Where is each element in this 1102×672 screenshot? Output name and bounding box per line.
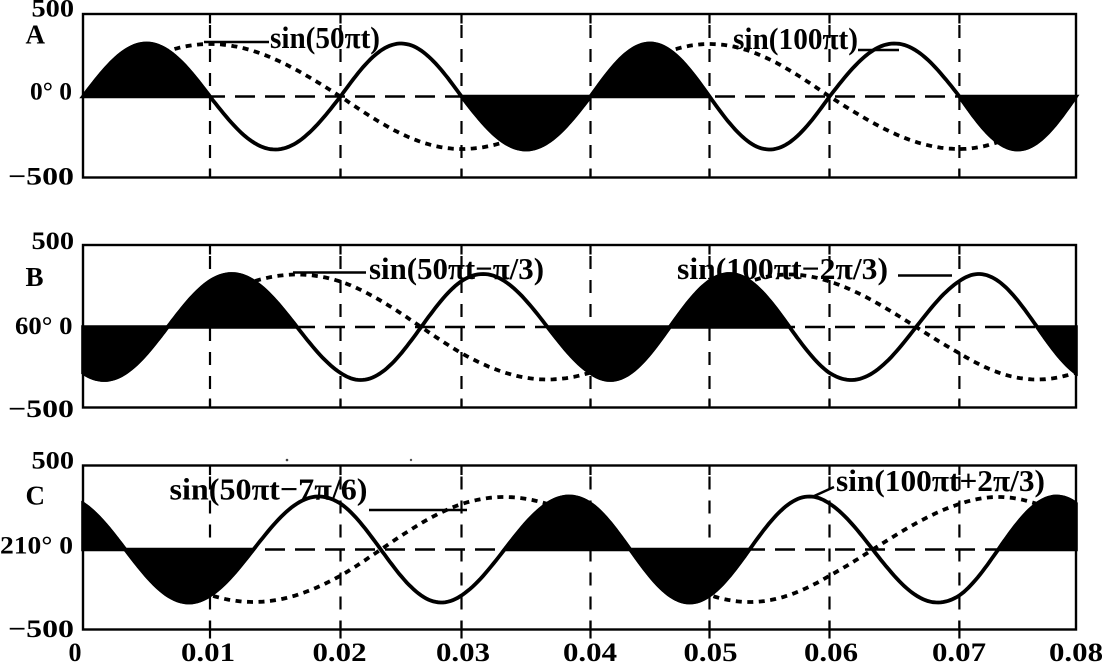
svg-text:500: 500 [32,448,75,475]
svg-text:0° 0: 0° 0 [30,79,72,106]
svg-text:−500: −500 [8,396,74,423]
svg-text:500: 500 [32,0,75,23]
svg-text:sin(100πt+2π/3): sin(100πt+2π/3) [836,463,1045,498]
svg-text:0.05: 0.05 [684,638,738,667]
svg-text:0.07: 0.07 [932,638,986,667]
svg-text:0: 0 [69,638,82,667]
svg-text:sin(100πt): sin(100πt) [733,21,858,56]
svg-text:0.08: 0.08 [1049,638,1102,667]
svg-text:210° 0: 210° 0 [0,533,73,560]
svg-text:C: C [26,481,46,511]
svg-text:sin(100πt−2π/3): sin(100πt−2π/3) [677,251,888,286]
svg-text:500: 500 [32,228,75,255]
svg-text:0.04: 0.04 [563,638,617,667]
svg-text:−500: −500 [8,616,74,643]
svg-text:B: B [26,262,44,292]
svg-text:A: A [26,20,46,50]
svg-text:0.06: 0.06 [804,638,858,667]
svg-text:sin(50πt−7π/6): sin(50πt−7π/6) [170,472,368,507]
svg-text:60° 0: 60° 0 [15,313,73,340]
svg-text:−500: −500 [8,164,74,191]
svg-text:sin(50πt): sin(50πt) [270,20,380,55]
svg-text:sin(50πt−π/3): sin(50πt−π/3) [369,251,544,286]
svg-text:0.01: 0.01 [181,638,235,667]
svg-text:0.02: 0.02 [313,638,367,667]
svg-text:0.03: 0.03 [436,638,490,667]
